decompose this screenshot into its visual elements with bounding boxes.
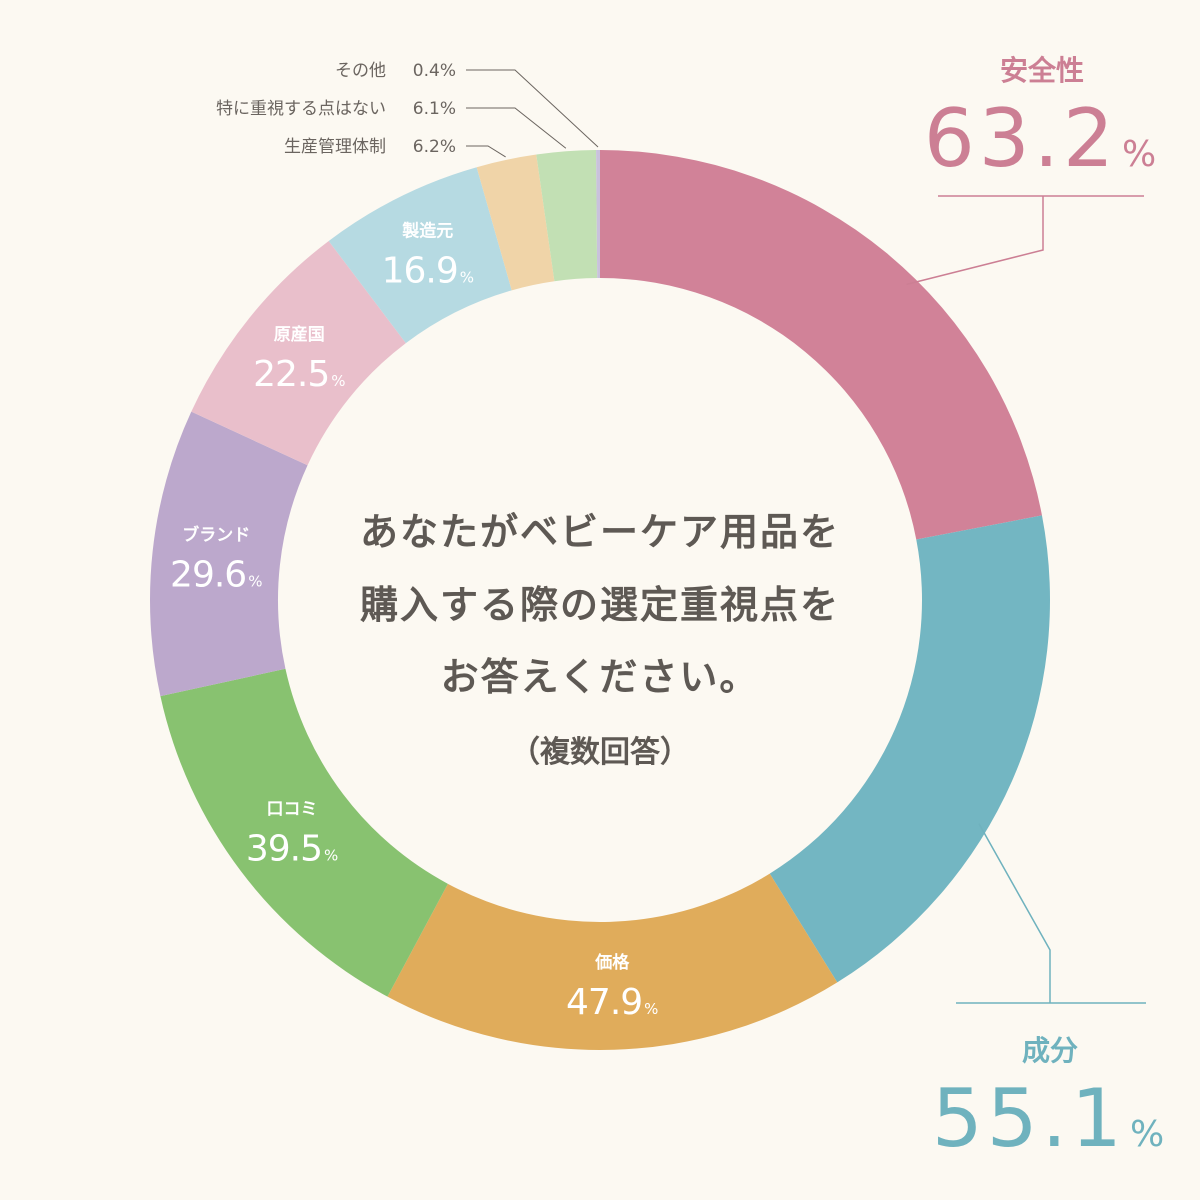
slice-value-4: 29.6% bbox=[170, 554, 262, 595]
slice-value-3: 39.5% bbox=[246, 829, 338, 870]
callout-value-0: 63.2% bbox=[924, 92, 1156, 185]
small-value-8: 6.1% bbox=[413, 99, 456, 119]
small-label-9: その他 bbox=[335, 61, 386, 81]
slice-4 bbox=[149, 411, 308, 697]
callout-label-0: 安全性 bbox=[1000, 54, 1084, 87]
slice-value-5: 22.5% bbox=[253, 354, 345, 395]
donut-slices bbox=[149, 150, 1050, 1050]
slice-6 bbox=[328, 167, 512, 344]
question-line-1: あなたがベビーケア用品を bbox=[360, 510, 840, 554]
leader-lines bbox=[466, 69, 1146, 1004]
question-note: （複数回答） bbox=[510, 735, 690, 770]
question-line-3: お答えください。 bbox=[441, 655, 760, 699]
question-line-2: 購入する際の選定重視点を bbox=[360, 583, 840, 627]
small-value-7: 6.2% bbox=[413, 137, 456, 157]
slice-2 bbox=[387, 873, 838, 1050]
slice-labels: 価格 47.9 % 口コミ 39.5 % ブランド 29.6 % 原産国 22.5 % 製造元 16.9%… bbox=[170, 54, 1164, 1165]
slice-0 bbox=[600, 150, 1042, 540]
slice-3 bbox=[160, 668, 448, 997]
leader-line-8 bbox=[466, 107, 567, 149]
slice-9 bbox=[596, 150, 600, 279]
small-label-7: 生産管理体制 bbox=[284, 137, 386, 157]
small-value-9: 0.4% bbox=[413, 61, 456, 81]
slice-label-3: 口コミ bbox=[267, 800, 318, 820]
slice-5 bbox=[191, 240, 406, 466]
slice-label-2: 価格 bbox=[594, 952, 630, 973]
leader-line-1 bbox=[956, 823, 1146, 1004]
slice-7 bbox=[476, 154, 555, 291]
slice-8 bbox=[536, 150, 598, 282]
slice-label-6: 製造元 bbox=[401, 221, 453, 242]
callout-value-1: 55.1% bbox=[932, 1072, 1164, 1165]
leader-line-9 bbox=[466, 69, 599, 148]
slice-label-4: ブランド bbox=[182, 524, 250, 545]
slice-label-5: 原産国 bbox=[274, 324, 325, 345]
leader-line-0 bbox=[906, 195, 1144, 286]
small-label-8: 特に重視する点はない bbox=[216, 99, 386, 119]
slice-1 bbox=[769, 515, 1050, 983]
callout-label-1: 成分 bbox=[1022, 1034, 1078, 1067]
leader-line-7 bbox=[466, 145, 506, 158]
slice-value-6: 16.9% bbox=[382, 251, 474, 292]
slice-value-2: 47.9% bbox=[566, 982, 658, 1023]
question-text: あなたがベビーケア用品を 購入する際の選定重視点を お答えください。 （複数回答… bbox=[360, 510, 840, 770]
